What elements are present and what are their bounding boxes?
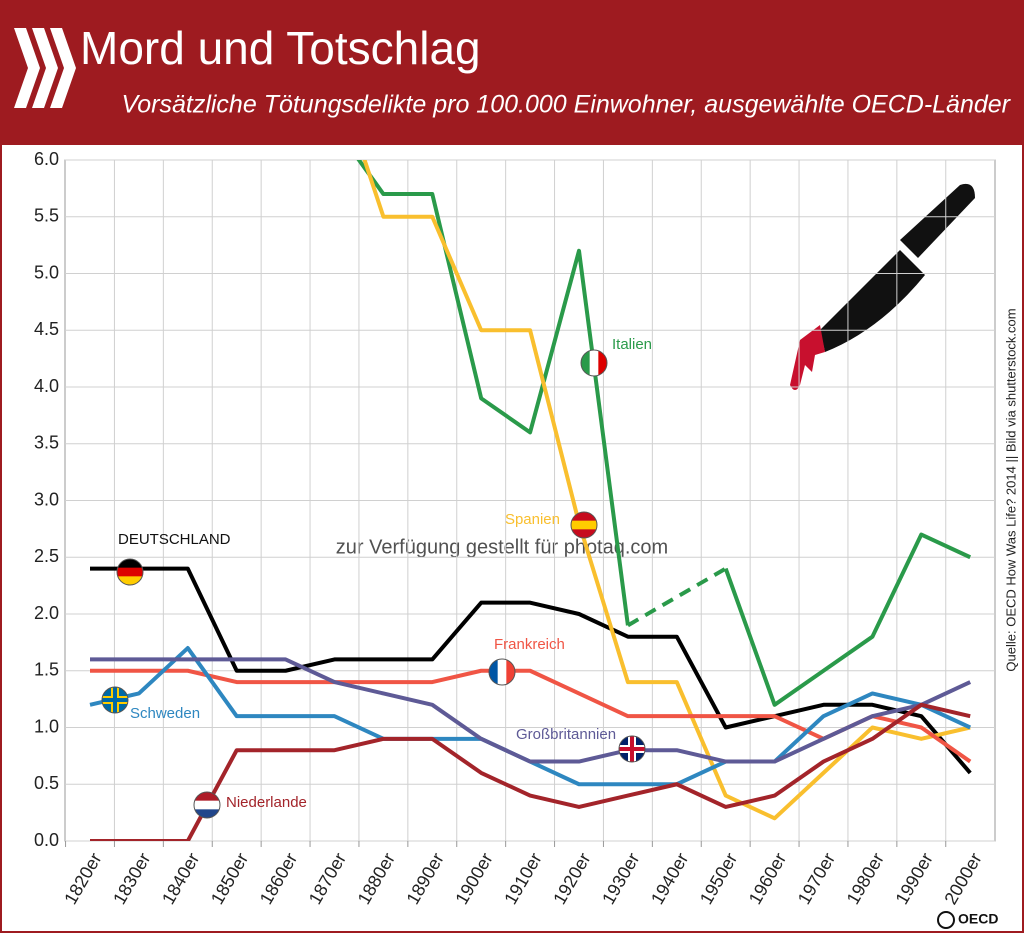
y-tick-label: 3.5	[34, 433, 59, 453]
flag-stripe	[194, 800, 220, 810]
flag-stripe	[194, 792, 220, 802]
flag-ring	[193, 791, 221, 819]
series-label: Niederlande	[226, 794, 307, 811]
flag-stripe	[497, 659, 507, 685]
flag-badge	[571, 512, 597, 538]
flag-badge	[619, 736, 645, 762]
series-line	[90, 657, 972, 764]
flag-cross	[619, 747, 645, 751]
header	[0, 0, 1024, 145]
y-tick-label: 6.0	[34, 149, 59, 169]
flag-cross	[102, 698, 128, 702]
flag-stripe	[589, 350, 599, 376]
logo-mark	[937, 911, 955, 929]
oecd-chevrons	[14, 28, 76, 108]
series-line	[90, 566, 972, 775]
flag-stripe	[571, 529, 597, 538]
series-label: Großbritannien	[516, 726, 616, 743]
y-tick-label: 5.0	[34, 262, 59, 282]
flag-badge	[102, 687, 128, 713]
flag-ring	[570, 511, 598, 539]
y-tick-label: 1.0	[34, 716, 59, 736]
flag-ring	[580, 349, 608, 377]
logo: OECD	[958, 911, 998, 927]
series-label: Spanien	[505, 511, 560, 528]
series-line	[362, 160, 971, 821]
flag-stripe	[598, 350, 607, 376]
flag-stripe	[581, 350, 591, 376]
flag-stripe	[117, 559, 143, 569]
flag-ring	[101, 686, 129, 714]
flag-stripe	[571, 512, 597, 522]
y-tick-label: 3.0	[34, 489, 59, 509]
flag-ring	[116, 558, 144, 586]
flag-badge	[489, 659, 515, 685]
series-line	[723, 532, 972, 707]
flag-stripe	[489, 659, 499, 685]
series-label: Frankreich	[494, 636, 565, 653]
chart-subtitle: Vorsätzliche Tötungsdelikte pro 100.000 …	[122, 91, 1012, 119]
flag-badge	[117, 559, 143, 585]
y-tick-label: 1.5	[34, 660, 59, 680]
series-label: Schweden	[130, 705, 200, 722]
chart-title: Mord und Totschlag	[80, 22, 481, 74]
y-tick-label: 2.5	[34, 546, 59, 566]
y-tick-label: 4.5	[34, 319, 59, 339]
series-line	[356, 160, 630, 626]
y-tick-label: 0.5	[34, 773, 59, 793]
flag-stripe	[117, 576, 143, 585]
y-tick-label: 2.0	[34, 603, 59, 623]
flag-ring	[618, 735, 646, 763]
series-line	[90, 702, 971, 841]
annotations: DEUTSCHLAND Italien Spanien Frankreich Schwe…	[101, 336, 652, 819]
plot	[89, 160, 972, 841]
series-label: DEUTSCHLAND	[118, 531, 231, 548]
y-tick-label: 5.5	[34, 206, 59, 226]
flag-stripe	[571, 520, 597, 530]
source: Quelle: OECD How Was Life? 2014 || Bild …	[1003, 308, 1018, 671]
flag-ring	[488, 658, 516, 686]
flag-stripe	[506, 659, 515, 685]
flag-badge	[581, 350, 607, 376]
flag-stripe	[194, 809, 220, 818]
series-label: Italien	[612, 336, 652, 353]
y-tick-label: 4.0	[34, 376, 59, 396]
flag-stripe	[117, 567, 143, 577]
y-tick-label: 0.0	[34, 830, 59, 850]
flag-badge	[194, 792, 220, 818]
